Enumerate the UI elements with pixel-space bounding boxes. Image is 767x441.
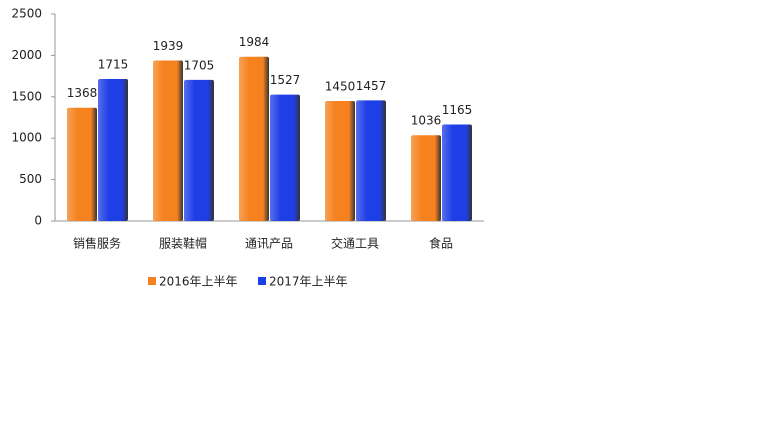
value-label: 1450 — [325, 79, 356, 93]
value-label: 1165 — [442, 103, 473, 117]
bar — [411, 135, 441, 221]
bar — [270, 94, 300, 221]
bar — [356, 100, 386, 221]
x-tick-label: 销售服务 — [73, 236, 121, 251]
value-label: 1715 — [98, 57, 129, 71]
legend-swatch — [258, 277, 266, 285]
value-label: 1457 — [356, 79, 387, 93]
y-tick-label: 500 — [19, 172, 42, 186]
bar — [239, 56, 269, 222]
value-label: 1705 — [184, 58, 215, 72]
value-label: 1984 — [239, 35, 270, 49]
value-label: 1527 — [270, 73, 301, 87]
legend-label: 2016年上半年 — [159, 275, 238, 289]
y-tick-label: 2500 — [11, 7, 42, 21]
x-tick-label: 通讯产品 — [245, 237, 293, 251]
bar — [67, 107, 97, 221]
value-label: 1368 — [67, 86, 98, 100]
x-tick-label: 交通工具 — [331, 236, 379, 251]
legend-swatch — [148, 277, 156, 285]
legend-label: 2017年上半年 — [269, 275, 348, 289]
y-tick-label: 0 — [34, 214, 42, 228]
bar — [442, 124, 472, 221]
x-tick-label: 服装鞋帽 — [159, 236, 207, 251]
value-label: 1036 — [411, 114, 442, 128]
x-tick-label: 食品 — [429, 236, 453, 251]
bar — [184, 79, 214, 222]
y-tick-label: 1000 — [11, 131, 42, 145]
y-tick-label: 1500 — [11, 89, 42, 103]
bar — [325, 100, 355, 221]
bar — [153, 60, 183, 221]
bar — [98, 78, 128, 221]
y-tick-label: 2000 — [11, 48, 42, 62]
value-label: 1939 — [153, 39, 184, 53]
